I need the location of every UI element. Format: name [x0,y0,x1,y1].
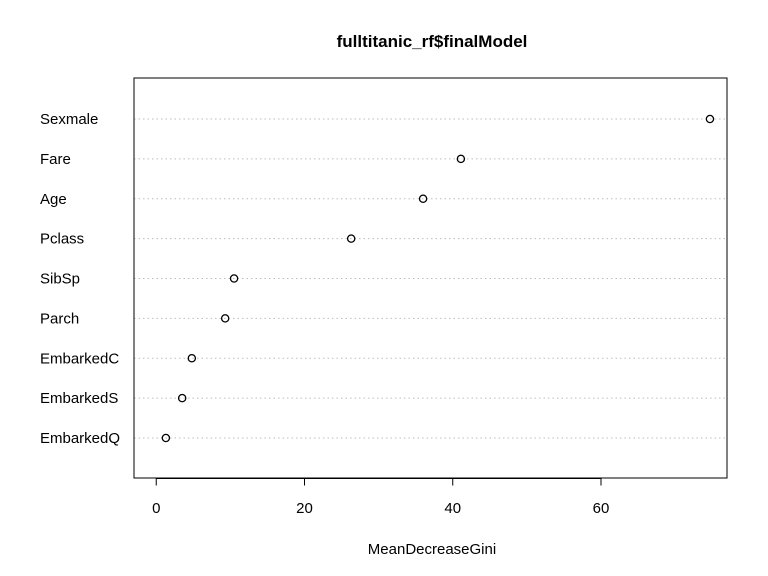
category-label: EmbarkedC [40,350,119,367]
x-tick-label: 20 [296,500,313,517]
category-label: Fare [40,151,71,168]
x-tick-label: 0 [152,500,160,517]
category-label: Pclass [40,231,84,248]
x-axis-label: MeanDecreaseGini [368,541,496,558]
data-point [177,393,187,403]
category-labels: Sexmale Fare Age Pclass SibSp Parch EmbarkedC E… [40,111,120,447]
points [161,114,715,443]
data-point [229,274,239,283]
data-point [161,433,171,443]
category-label: Sexmale [40,111,98,128]
data-point [418,194,428,203]
x-tick-label: 40 [444,500,461,517]
x-tick-label: 60 [593,500,610,517]
x-axis: 0 20 40 60 [152,478,610,517]
category-label: EmbarkedS [40,390,118,407]
data-point [220,314,230,323]
data-point [705,114,715,124]
data-point [346,234,356,243]
data-point [456,154,466,164]
category-label: Parch [40,310,79,327]
chart-title: fulltitanic_rf$finalModel [337,32,528,51]
category-label: SibSp [40,271,80,288]
category-label: Age [40,191,67,208]
category-label: EmbarkedQ [40,430,120,447]
grid-lines [134,118,727,439]
data-point [187,353,197,363]
